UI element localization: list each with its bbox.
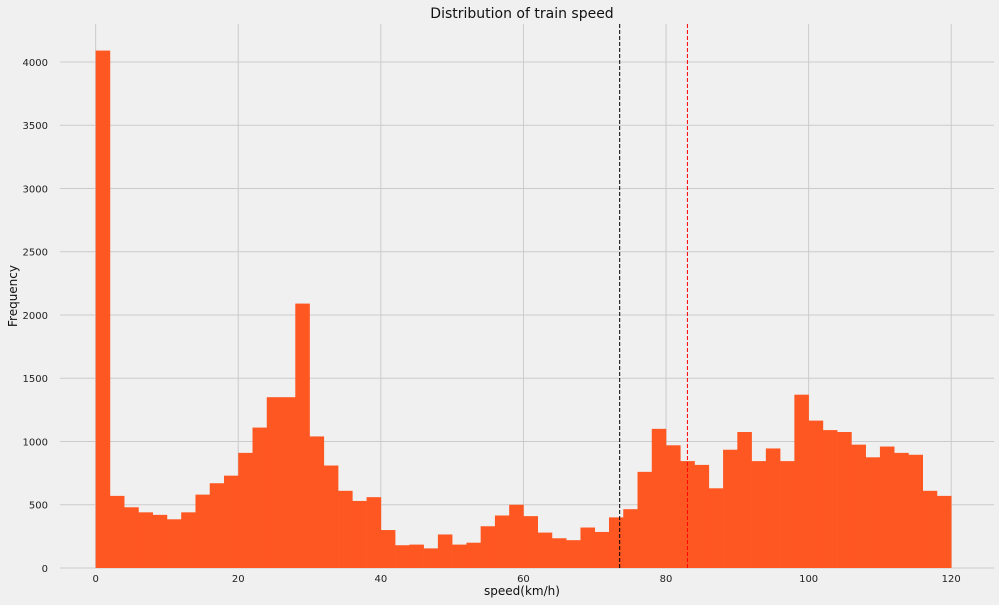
histogram-bar (637, 471, 653, 568)
histogram-bar (238, 452, 253, 568)
histogram-bar (936, 495, 952, 568)
y-tick-label: 500 (29, 501, 48, 512)
histogram-bar (794, 394, 809, 568)
histogram-bar (509, 504, 524, 568)
x-tick-label: 120 (942, 574, 961, 585)
histogram-bar (252, 427, 268, 568)
x-tick-label: 100 (799, 574, 818, 585)
y-tick-label: 0 (42, 564, 48, 575)
histogram-bar (494, 515, 510, 568)
histogram-bar (808, 420, 824, 568)
histogram-bar (323, 465, 339, 568)
histogram-bar (223, 475, 239, 568)
histogram-bar (466, 542, 481, 568)
histogram-bar (437, 534, 453, 568)
histogram-bar (680, 461, 695, 568)
histogram-bar (551, 538, 567, 568)
histogram-bar (580, 527, 596, 568)
y-tick-label: 2000 (23, 311, 48, 322)
x-tick-label: 20 (232, 574, 245, 585)
histogram-bar (195, 494, 211, 568)
histogram-bar (537, 532, 553, 568)
histogram-bar (894, 452, 909, 568)
histogram-bar (109, 495, 125, 568)
histogram-bar (124, 507, 139, 568)
y-tick-label: 3000 (23, 184, 48, 195)
histogram-bar (523, 516, 538, 568)
y-ticks: 0 500 1000 1500 2000 2500 3000 3500 4000 (23, 58, 48, 575)
histogram-bar (865, 457, 881, 568)
histogram-bar (181, 512, 196, 568)
histogram-bar (281, 397, 296, 568)
histogram-bar (295, 303, 310, 568)
x-tick-label: 0 (92, 574, 98, 585)
x-tick-label: 40 (374, 574, 387, 585)
histogram-bar (352, 500, 367, 568)
reference-lines (619, 24, 688, 568)
histogram-bar (708, 488, 724, 568)
histogram-bar (166, 519, 182, 568)
histogram-bar (152, 514, 168, 568)
histogram-bar (822, 430, 838, 568)
histogram-bar (908, 454, 924, 568)
histogram-bar (666, 445, 681, 568)
y-tick-label: 1000 (23, 437, 48, 448)
y-axis-label: Frequency (6, 265, 20, 327)
histogram-bar (737, 432, 752, 568)
histogram-bar (266, 397, 282, 568)
histogram-bar (922, 490, 938, 568)
histogram-bar (837, 432, 852, 568)
histogram-bar (594, 531, 610, 568)
histogram-bar (651, 428, 667, 568)
histogram-bar (452, 544, 467, 568)
y-tick-label: 1500 (23, 374, 48, 385)
x-tick-label: 60 (517, 574, 530, 585)
chart-title: Distribution of train speed (430, 6, 613, 22)
histogram-bar (723, 449, 738, 568)
y-tick-label: 3500 (23, 121, 48, 132)
histogram-bar (209, 483, 225, 568)
x-axis-label: speed(km/h) (484, 584, 560, 598)
histogram-bar (366, 497, 382, 568)
histogram-bar (694, 464, 710, 568)
histogram-bar (751, 461, 767, 568)
x-tick-label: 80 (660, 574, 673, 585)
histogram-bar (409, 544, 424, 568)
histogram-bar (380, 530, 396, 568)
histogram-bar (765, 448, 781, 568)
histogram-bar (623, 509, 638, 568)
histogram-bar (780, 461, 795, 568)
histogram-bar (566, 540, 581, 568)
y-tick-label: 2500 (23, 248, 48, 259)
histogram-bar (138, 512, 153, 568)
histogram-bar (423, 548, 439, 568)
bars (95, 50, 952, 568)
histogram-bar (851, 444, 866, 568)
histogram-bar (338, 490, 353, 568)
x-ticks: 0 20 40 60 80 100 120 (92, 574, 960, 585)
histogram-bar (480, 526, 496, 568)
y-tick-label: 4000 (23, 58, 48, 69)
histogram-bar (95, 50, 111, 568)
histogram-bar (395, 545, 410, 568)
histogram-bar (879, 446, 895, 568)
histogram-bar (608, 517, 624, 568)
histogram-bar (309, 436, 325, 568)
